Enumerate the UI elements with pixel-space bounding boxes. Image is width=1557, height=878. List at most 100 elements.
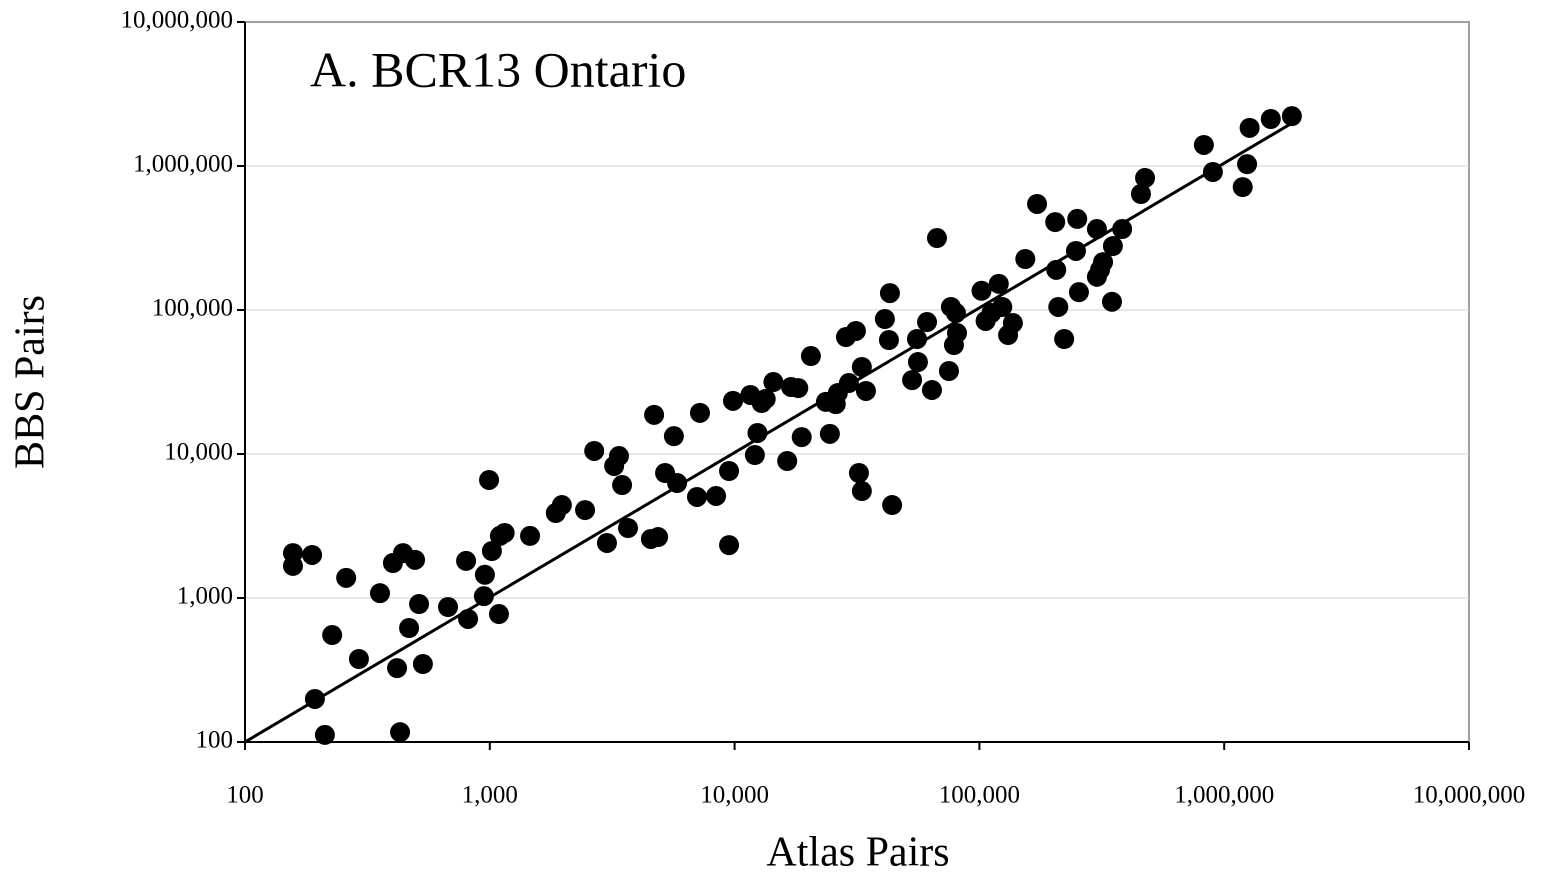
point bbox=[1112, 219, 1133, 240]
point bbox=[456, 550, 477, 571]
x-tick-label: 10,000,000 bbox=[1413, 782, 1526, 809]
point bbox=[722, 390, 743, 411]
point bbox=[845, 320, 866, 341]
point bbox=[405, 549, 426, 570]
point bbox=[1102, 236, 1123, 257]
point bbox=[612, 475, 633, 496]
point bbox=[551, 495, 572, 516]
point bbox=[819, 423, 840, 444]
point bbox=[399, 617, 420, 638]
point bbox=[608, 446, 629, 467]
point bbox=[791, 427, 812, 448]
point bbox=[902, 370, 923, 391]
point bbox=[874, 308, 895, 329]
point bbox=[336, 567, 357, 588]
point bbox=[1002, 313, 1023, 334]
point bbox=[369, 583, 390, 604]
point bbox=[1239, 117, 1260, 138]
point bbox=[971, 280, 992, 301]
point bbox=[917, 312, 938, 333]
point bbox=[1048, 296, 1069, 317]
point bbox=[992, 296, 1013, 317]
x-axis-label: Atlas Pairs bbox=[766, 830, 949, 876]
point bbox=[302, 544, 323, 565]
point bbox=[390, 722, 411, 743]
y-tick-label: 100 bbox=[196, 727, 234, 754]
x-tick-label: 10,000 bbox=[700, 782, 769, 809]
point bbox=[906, 328, 927, 349]
point bbox=[663, 426, 684, 447]
point bbox=[348, 649, 369, 670]
point bbox=[584, 440, 605, 461]
point bbox=[479, 469, 500, 490]
point bbox=[1237, 154, 1258, 175]
point bbox=[458, 608, 479, 629]
point bbox=[744, 445, 765, 466]
point bbox=[412, 654, 433, 675]
y-axis-label: BBS Pairs bbox=[8, 295, 54, 469]
point bbox=[938, 361, 959, 382]
point bbox=[686, 486, 707, 507]
point bbox=[648, 527, 669, 548]
point bbox=[800, 346, 821, 367]
y-tick-label: 1,000 bbox=[177, 583, 233, 610]
point bbox=[882, 495, 903, 516]
point bbox=[763, 372, 784, 393]
point bbox=[618, 518, 639, 539]
point bbox=[494, 522, 515, 543]
point bbox=[438, 596, 459, 617]
point bbox=[1232, 177, 1253, 198]
x-tick-label: 100,000 bbox=[939, 782, 1020, 809]
point bbox=[481, 541, 502, 562]
point bbox=[988, 273, 1009, 294]
point bbox=[788, 378, 809, 399]
x-tick-label: 1,000,000 bbox=[1174, 782, 1274, 809]
point bbox=[747, 422, 768, 443]
point bbox=[689, 402, 710, 423]
point bbox=[1193, 134, 1214, 155]
point bbox=[474, 564, 495, 585]
point bbox=[1068, 282, 1089, 303]
point bbox=[879, 283, 900, 304]
chart-title: A. BCR13 Ontario bbox=[310, 41, 686, 97]
point bbox=[1045, 212, 1066, 233]
point bbox=[777, 451, 798, 472]
point bbox=[855, 380, 876, 401]
point bbox=[1027, 193, 1048, 214]
point bbox=[596, 532, 617, 553]
y-tick-label: 1,000,000 bbox=[133, 151, 233, 178]
fit-line bbox=[244, 118, 1299, 744]
point bbox=[851, 356, 872, 377]
y-tick-label: 10,000 bbox=[164, 439, 233, 466]
point bbox=[706, 485, 727, 506]
point bbox=[520, 525, 541, 546]
point bbox=[946, 323, 967, 344]
y-tick-label: 10,000,000 bbox=[121, 7, 234, 34]
point bbox=[409, 594, 430, 615]
point bbox=[488, 604, 509, 625]
point bbox=[1015, 249, 1036, 270]
point bbox=[878, 329, 899, 350]
point bbox=[387, 658, 408, 679]
point bbox=[473, 586, 494, 607]
point bbox=[1054, 328, 1075, 349]
point bbox=[1260, 109, 1281, 130]
point bbox=[1086, 219, 1107, 240]
point bbox=[851, 481, 872, 502]
point bbox=[719, 535, 740, 556]
point bbox=[575, 500, 596, 521]
point bbox=[1101, 291, 1122, 312]
point bbox=[282, 555, 303, 576]
point bbox=[644, 404, 665, 425]
point bbox=[848, 462, 869, 483]
point bbox=[1130, 184, 1151, 205]
x-tick-label: 100 bbox=[226, 782, 264, 809]
point bbox=[719, 460, 740, 481]
point bbox=[314, 724, 335, 745]
point bbox=[1093, 252, 1114, 273]
point bbox=[926, 228, 947, 249]
point bbox=[921, 380, 942, 401]
point bbox=[1135, 167, 1156, 188]
